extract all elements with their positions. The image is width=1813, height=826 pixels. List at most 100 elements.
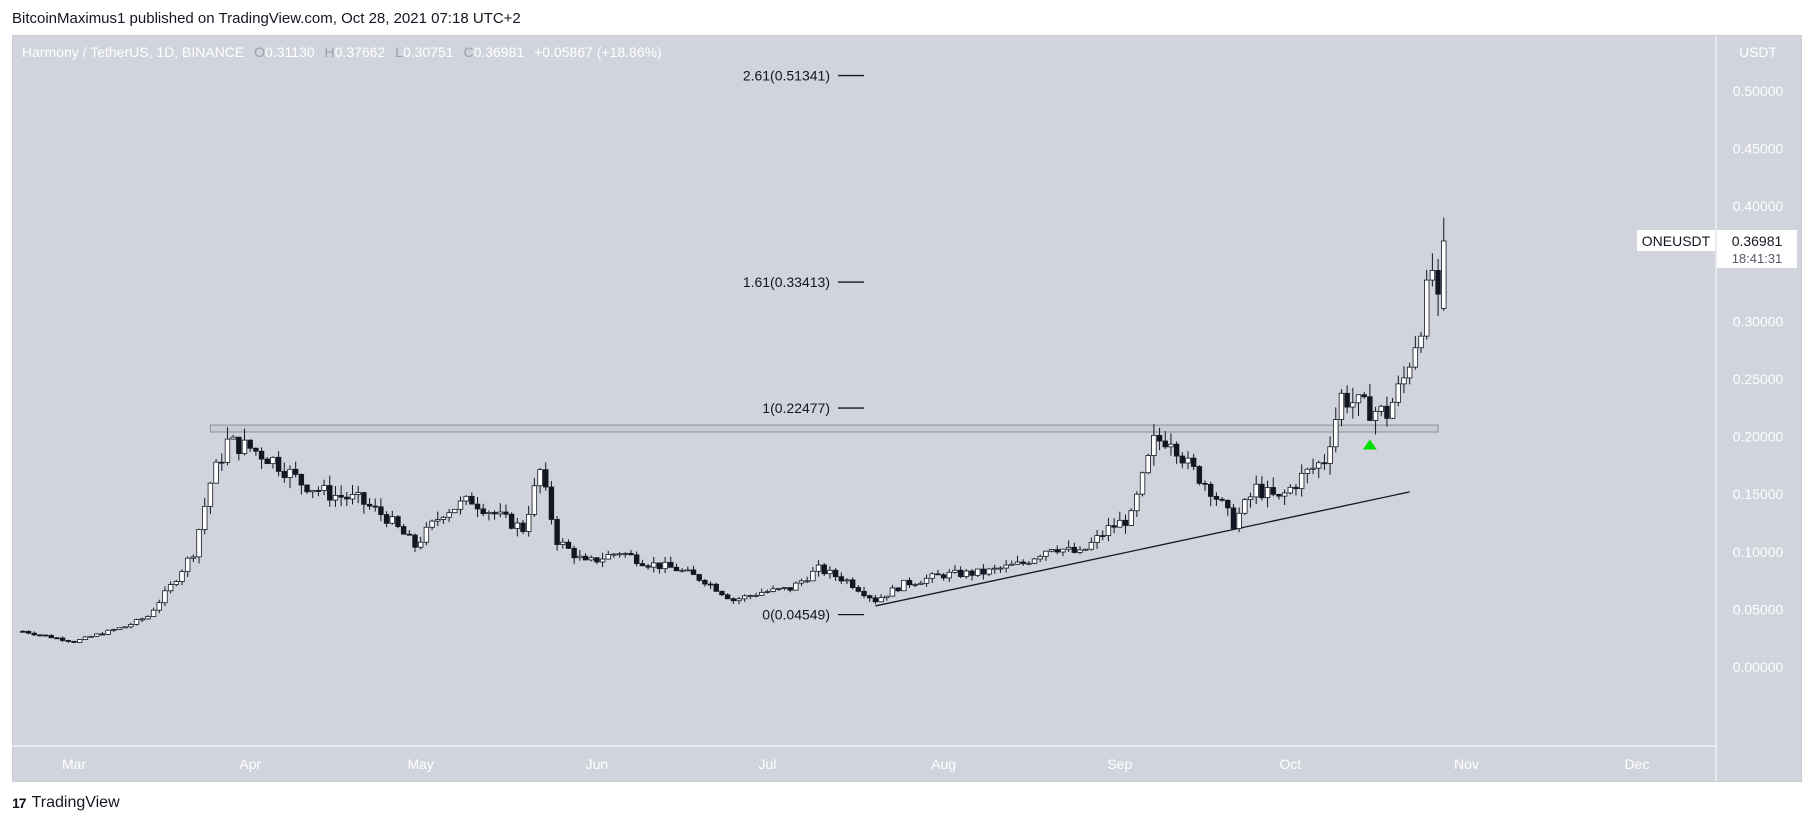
candle-up xyxy=(1338,392,1345,420)
arrow-marker xyxy=(1362,439,1377,450)
time-tick-jul: Jul xyxy=(758,756,776,772)
candle-down xyxy=(867,595,873,599)
candle-down xyxy=(1179,455,1186,464)
price-tag-value: 0.36981 xyxy=(1732,233,1783,249)
candle-up xyxy=(82,636,89,640)
price-tick-6: 0.15000 xyxy=(1733,486,1784,502)
time-axis[interactable]: Mar Apr May Jun Jul Aug Sep Oct Nov Dec xyxy=(12,745,1716,772)
candle-up xyxy=(241,439,248,454)
price-tick-2: 0.40000 xyxy=(1733,198,1784,214)
candle-up xyxy=(332,494,339,501)
symbol-description: Harmony / TetherUS, 1D, BINANCE xyxy=(22,44,245,60)
symbol-tag-label: ONEUSDT xyxy=(1642,233,1711,249)
candle-down xyxy=(1367,396,1373,421)
support-trendline xyxy=(875,491,1410,607)
candle-up xyxy=(1236,512,1242,529)
candle-down xyxy=(940,574,947,579)
candle-up xyxy=(764,591,771,593)
candle-up xyxy=(150,609,157,617)
candle-down xyxy=(25,630,32,634)
candle-up xyxy=(1316,462,1322,469)
candle-down xyxy=(571,547,577,559)
candle-down xyxy=(656,562,663,570)
price-tag-countdown: 18:41:31 xyxy=(1732,251,1783,266)
candle-up xyxy=(844,579,850,582)
candle-up xyxy=(605,554,611,560)
candle-up xyxy=(139,618,145,621)
candle-up xyxy=(599,558,606,563)
candle-up xyxy=(440,516,447,520)
trendline xyxy=(875,491,1410,607)
support-zone-box xyxy=(209,424,1439,433)
candle-up xyxy=(923,577,930,584)
candle-up xyxy=(1333,419,1339,448)
candle-down xyxy=(1071,546,1078,553)
candle-down xyxy=(1173,443,1180,457)
candle-up xyxy=(418,541,424,548)
candle-up xyxy=(1145,455,1151,474)
symbol-tag-box xyxy=(1637,229,1715,251)
candle-down xyxy=(1111,525,1117,528)
candle-up xyxy=(486,512,492,515)
candle-down xyxy=(838,576,844,582)
candle-up xyxy=(105,629,111,635)
candle-up xyxy=(1247,496,1254,501)
candle-up xyxy=(88,635,94,638)
candle-up xyxy=(1077,549,1083,553)
candle-up xyxy=(463,495,469,502)
candle-up xyxy=(918,582,924,585)
fib-label-0: 2.61(0.51341) xyxy=(743,68,830,84)
candle-down xyxy=(1276,493,1282,497)
candle-up xyxy=(804,580,810,583)
candle-up xyxy=(1355,394,1362,404)
candle-down xyxy=(474,503,481,510)
chart-frame[interactable] xyxy=(12,35,1802,782)
publisher-line: BitcoinMaximus1 published on TradingView… xyxy=(12,10,521,27)
tradingview-brand: TradingView xyxy=(31,794,120,811)
candle-down xyxy=(969,570,975,576)
tradingview-logo[interactable]: 17 TradingView xyxy=(12,794,120,812)
candle-up xyxy=(202,505,208,530)
candle-up xyxy=(1401,377,1407,385)
candle-down xyxy=(327,485,333,501)
candle-up xyxy=(389,516,395,524)
candle-down xyxy=(1259,483,1265,499)
price-axis[interactable]: USDT 0.50000 0.45000 0.40000 0.30000 0.25000 0… xyxy=(1715,36,1784,781)
candle-down xyxy=(1361,394,1367,398)
candle-up xyxy=(997,567,1004,570)
candle-up xyxy=(611,553,617,556)
candle-up xyxy=(1014,561,1021,565)
candle-up xyxy=(1168,443,1174,448)
price-tick-3: 0.30000 xyxy=(1733,313,1784,329)
green-arrow-icon xyxy=(1362,439,1377,450)
candle-up xyxy=(1406,366,1413,379)
close-value: 0.36981 xyxy=(473,44,525,60)
high-value: 0.37662 xyxy=(334,44,386,60)
candle-up xyxy=(1441,240,1447,309)
time-tick-aug: Aug xyxy=(931,756,956,772)
candle-up xyxy=(537,469,543,487)
candle-up xyxy=(1094,535,1100,543)
candle-down xyxy=(855,587,862,592)
candle-up xyxy=(1424,279,1430,337)
candle-up xyxy=(1242,499,1248,514)
candle-down xyxy=(469,495,475,505)
candle-up xyxy=(514,522,521,529)
time-tick-nov: Nov xyxy=(1454,756,1479,772)
candle-down xyxy=(31,632,37,636)
candle-down xyxy=(71,641,77,643)
candle-up xyxy=(190,556,197,559)
candle-down xyxy=(480,508,486,515)
candle-up xyxy=(1128,510,1134,526)
candle-up xyxy=(224,438,231,463)
candle-up xyxy=(1003,564,1009,569)
candle-up xyxy=(616,553,623,556)
candle-down xyxy=(315,490,322,492)
candle-up xyxy=(321,485,327,491)
candle-down xyxy=(719,590,725,596)
candle-up xyxy=(349,494,356,500)
candle-up xyxy=(122,626,128,629)
candle-up xyxy=(179,571,185,582)
candle-up xyxy=(1389,401,1396,419)
